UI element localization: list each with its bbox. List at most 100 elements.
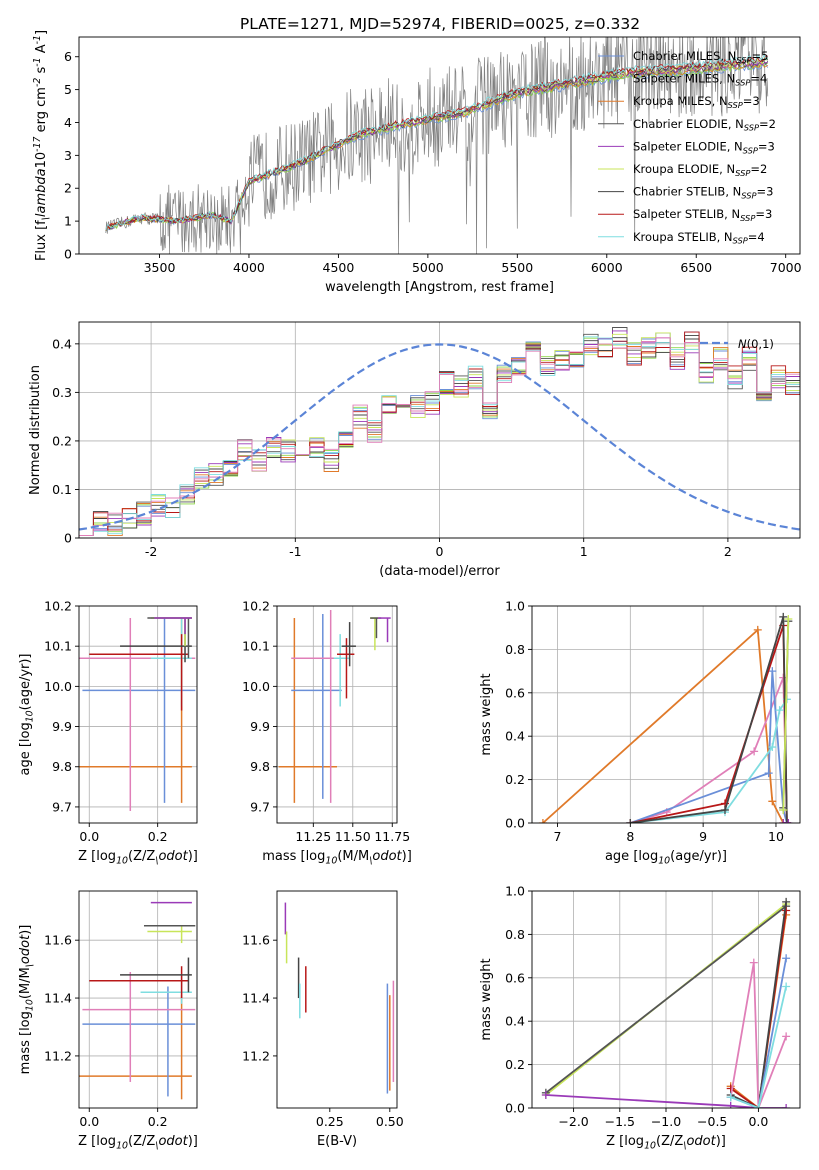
y-tick-label: 0.2 — [505, 772, 525, 787]
plot-area — [541, 897, 791, 1108]
plot-area — [284, 902, 395, 1094]
y-tick-label: 0.8 — [505, 927, 525, 942]
weight-line — [730, 986, 787, 1108]
residual-histogram — [79, 341, 800, 538]
y-axis-label: Normed distribution — [28, 365, 43, 495]
axes-frame — [78, 36, 801, 255]
weight-marker — [782, 982, 791, 991]
panel-weight-vs-Z: −2.0 −1.5 −1.0 −0.5 0.0 0.0 0.2 0.4 0.6 0.8 1.0 Z [… — [479, 884, 801, 1151]
weight-marker — [726, 1101, 735, 1108]
weight-marker — [626, 819, 635, 823]
errorbar-point — [140, 974, 192, 1004]
x-tick-label: 1 — [580, 544, 588, 559]
residual-histogram — [79, 331, 800, 538]
errorbar-point — [278, 618, 337, 803]
legend-entry: Salpeter STELIB, NSSP=3 — [633, 207, 772, 223]
y-tick-label: 0.4 — [505, 1014, 525, 1029]
y-tick-label: 2 — [64, 181, 72, 196]
weight-line — [545, 905, 787, 1094]
x-tick-label: 10 — [768, 829, 784, 844]
x-axis-label: Z [log10(Z/Z\odot)] — [78, 849, 198, 866]
y-tick-label: 9.7 — [250, 799, 270, 814]
y-tick-label: 3 — [64, 148, 72, 163]
axes-frame — [531, 605, 801, 824]
x-tick-label: 5000 — [412, 260, 444, 275]
residual-histogram — [79, 337, 800, 538]
errorbar-point — [341, 622, 356, 667]
weight-series — [626, 667, 791, 823]
x-tick-label: 4000 — [233, 260, 265, 275]
weight-marker — [782, 1104, 791, 1108]
y-tick-label: 6 — [64, 49, 72, 64]
x-tick-label: 7 — [554, 829, 562, 844]
x-tick-label: −2.0 — [558, 1114, 588, 1129]
y-tick-label: 10.1 — [44, 639, 72, 654]
errorbar-point — [79, 995, 192, 1100]
y-tick-label: 0.0 — [505, 816, 525, 831]
weight-marker — [782, 954, 791, 963]
weight-marker — [749, 958, 758, 967]
x-tick-label: 8 — [626, 829, 634, 844]
weight-marker — [779, 805, 788, 814]
x-tick-label: 6000 — [591, 260, 623, 275]
x-tick-label: -2 — [145, 544, 157, 559]
chart-title: PLATE=1271, MJD=52974, FIBERID=0025, z=0… — [240, 15, 640, 33]
y-tick-label: 10.2 — [242, 599, 270, 614]
y-tick-label: 4 — [64, 115, 72, 130]
residual-histogram — [79, 337, 800, 538]
residual-histogram — [79, 331, 800, 538]
model-kroupa-miles — [105, 61, 769, 232]
x-tick-label: 0.25 — [316, 1114, 344, 1129]
y-tick-label: 0 — [64, 531, 72, 546]
y-tick-label: 9.8 — [250, 759, 270, 774]
weight-marker — [750, 747, 759, 756]
axes-frame — [78, 890, 198, 1109]
weight-marker — [764, 769, 773, 778]
weight-line — [630, 616, 788, 823]
errorbar-point — [333, 634, 350, 707]
y-tick-label: 9.9 — [250, 719, 270, 734]
weight-marker — [753, 625, 762, 634]
y-axis-label: mass [log10(M/M\odot)] — [18, 925, 35, 1075]
legend-entry: Kroupa STELIB, NSSP=4 — [633, 230, 765, 246]
y-axis-label: mass weight — [479, 958, 494, 1040]
plot-area — [79, 617, 196, 811]
weight-marker — [541, 1090, 550, 1099]
residual-histogram — [79, 327, 800, 538]
y-tick-label: 0.3 — [52, 385, 72, 400]
x-tick-label: 0.0 — [79, 829, 99, 844]
residual-histogram — [79, 337, 800, 538]
x-tick-label: 0 — [436, 544, 444, 559]
plot-area — [105, 37, 769, 254]
errorbar-point — [370, 617, 382, 639]
observed-spectrum — [105, 37, 769, 254]
weight-marker — [768, 743, 777, 752]
y-tick-label: 1 — [64, 214, 72, 229]
x-tick-label: 7000 — [770, 260, 802, 275]
y-tick-label: 11.6 — [242, 933, 270, 948]
model-kroupa-elodie — [105, 57, 769, 231]
weight-marker — [782, 897, 791, 906]
grid — [79, 891, 197, 1108]
panel-age-vs-mass: 11.25 11.50 11.75 9.7 9.8 9.9 10.0 10.1 10.2 mass… — [242, 599, 412, 867]
x-tick-label: -1 — [289, 544, 301, 559]
errorbar-point — [337, 638, 355, 699]
weight-marker — [779, 819, 788, 823]
x-tick-label: 5500 — [501, 260, 533, 275]
residual-histogram — [79, 332, 800, 538]
x-axis-label: E(B-V) — [317, 1134, 357, 1149]
y-tick-label: 0.2 — [52, 433, 72, 448]
x-tick-label: 0.0 — [748, 1114, 768, 1129]
panel-mass-vs-Z: 0.0 0.2 11.2 11.4 11.6 Z [log10(Z/Z\odot)] mas… — [18, 890, 198, 1151]
y-tick-label: 11.4 — [44, 991, 72, 1006]
y-tick-label: 0.6 — [505, 685, 525, 700]
y-tick-label: 10.2 — [44, 599, 72, 614]
weight-marker — [768, 667, 777, 676]
x-tick-label: 11.75 — [374, 829, 410, 844]
residual-histogram — [79, 336, 800, 538]
weight-line — [630, 698, 788, 823]
panel-mass-vs-EBV: 0.25 0.50 11.2 11.4 11.6 E(B-V) — [242, 890, 404, 1149]
weight-marker — [538, 819, 547, 823]
weight-marker — [720, 805, 729, 814]
